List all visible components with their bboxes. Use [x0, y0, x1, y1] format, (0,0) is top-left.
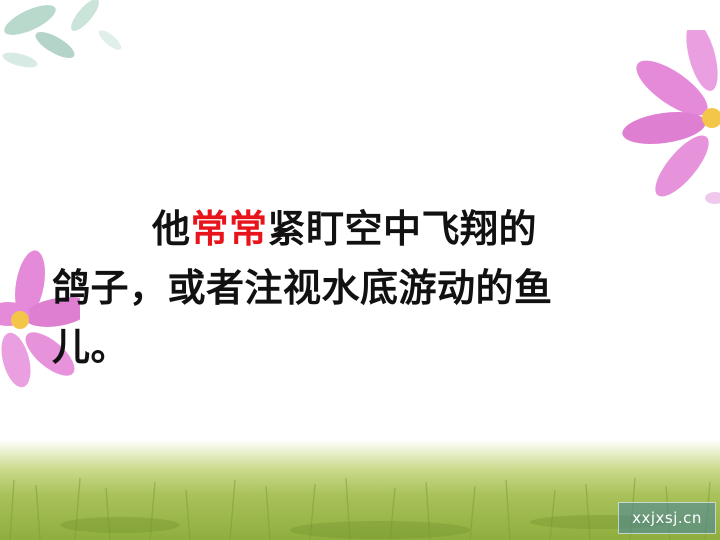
paragraph-line-1: 他常常紧盯空中飞翔的: [52, 200, 692, 259]
paragraph-line-3: 儿。: [52, 325, 130, 369]
highlighted-word: 常常: [190, 207, 268, 251]
pink-flower-decoration: [622, 30, 720, 204]
paragraph-line-2: 鸽子，或者注视水底游动的鱼: [52, 266, 553, 310]
text-run: 他: [152, 207, 191, 251]
text-run: 紧盯空中飞翔的: [267, 207, 538, 251]
leaves-decoration: [2, 0, 122, 68]
watermark: xxjxsj.cn: [618, 502, 716, 534]
grass-decoration: [0, 440, 720, 540]
paragraph: 他常常紧盯空中飞翔的 鸽子，或者注视水底游动的鱼 儿。: [52, 200, 692, 377]
pink-flower-decoration: [0, 250, 80, 388]
